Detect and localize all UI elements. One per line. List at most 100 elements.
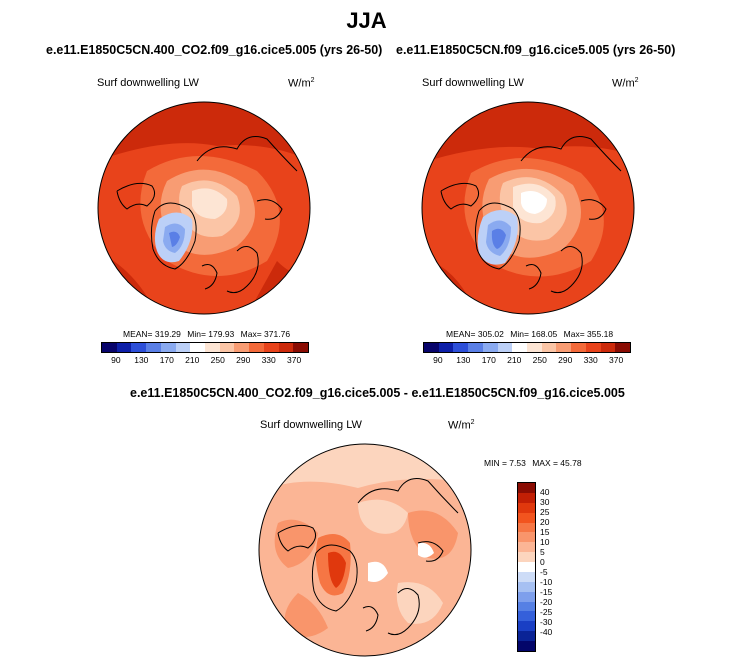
panel-1-colorbar-tick-label: 130 <box>134 355 149 365</box>
difference-colorbar <box>517 482 536 652</box>
difference-variable-label: Surf downwelling LW <box>260 419 362 431</box>
difference-colorbar-swatch <box>518 621 535 632</box>
panel-2-colorbar-tick-label: 210 <box>507 355 522 365</box>
difference-colorbar-tick-label: 30 <box>540 497 550 507</box>
difference-colorbar-swatch <box>518 502 535 513</box>
panel-1-colorbar-tick-label: 210 <box>185 355 200 365</box>
difference-colorbar-tick-label: 10 <box>540 537 550 547</box>
panel-2-colorbar-swatch <box>438 343 454 352</box>
panel-1-variable-label: Surf downwelling LW <box>97 77 199 89</box>
panel-1-colorbar <box>101 342 309 353</box>
panel-1-colorbar-swatch <box>205 343 220 352</box>
panel-1-colorbar-tick-label: 370 <box>287 355 302 365</box>
panel-1-mean: MEAN= 319.29 <box>123 329 181 339</box>
difference-colorbar-tick-label: -25 <box>540 607 553 617</box>
difference-colorbar-swatch <box>518 542 535 553</box>
panel-2-colorbar-swatch <box>497 343 513 352</box>
difference-colorbar-swatch <box>518 631 535 641</box>
difference-colorbar-tick-label: 25 <box>540 507 550 517</box>
panel-1-colorbar-tick-label: 90 <box>111 355 121 365</box>
difference-colorbar-tick-label: -30 <box>540 617 553 627</box>
panel-1-coastline <box>150 202 197 270</box>
panel-2-units-label: W/m2 <box>612 77 639 90</box>
panel-1-colorbar-tick-label: 250 <box>210 355 225 365</box>
difference-colorbar-swatch <box>518 641 535 651</box>
panel-1-units-label: W/m2 <box>288 77 315 90</box>
difference-colorbar-tick-label: 20 <box>540 517 550 527</box>
difference-colorbar-tick-label: -10 <box>540 577 553 587</box>
difference-colorbar-tick-label: 40 <box>540 487 550 497</box>
panel-2-title: e.e11.E1850C5CN.f09_g16.cice5.005 (yrs 2… <box>396 43 676 57</box>
panel-2-variable-label: Surf downwelling LW <box>422 77 524 89</box>
panel-2-min: Min= 168.05 <box>510 329 558 339</box>
difference-stats: MIN = 7.53 MAX = 45.78 <box>484 458 586 468</box>
panel-2-colorbar-swatch <box>600 343 616 352</box>
difference-colorbar-swatch <box>518 562 535 572</box>
difference-colorbar-swatch <box>518 552 535 562</box>
panel-1-stats: MEAN= 319.29 Min= 179.93 Max= 371.76 <box>123 329 294 339</box>
panel-2-stats: MEAN= 305.02 Min= 168.05 Max= 355.18 <box>446 329 617 339</box>
panel-2-colorbar-swatch <box>585 343 601 352</box>
panel-1-colorbar-swatch <box>146 343 161 352</box>
difference-colorbar-swatch <box>518 571 535 582</box>
panel-1-colorbar-tick-label: 170 <box>159 355 174 365</box>
panel-2-colorbar-swatch <box>512 343 528 352</box>
panel-1-colorbar-swatch <box>278 343 294 352</box>
panel-1-min: Min= 179.93 <box>187 329 235 339</box>
panel-1-colorbar-swatch <box>263 343 279 352</box>
difference-max: MAX = 45.78 <box>532 458 582 468</box>
difference-colorbar-swatch <box>518 492 535 503</box>
panel-2-colorbar-swatch <box>556 343 572 352</box>
difference-coastline <box>311 544 358 612</box>
panel-2-colorbar <box>423 342 631 353</box>
panel-2-colorbar-swatch <box>453 343 469 352</box>
panel-2-colorbar-tick-label: 90 <box>433 355 443 365</box>
panel-1-colorbar-swatch <box>102 343 117 352</box>
panel-2-map <box>421 101 635 315</box>
panel-2-colorbar-swatch <box>615 343 631 352</box>
difference-colorbar-swatch <box>518 532 535 543</box>
difference-colorbar-swatch <box>518 611 535 622</box>
main-title: JJA <box>346 8 387 33</box>
panel-2-colorbar-tick-label: 290 <box>558 355 573 365</box>
panel-2-colorbar-swatch <box>541 343 557 352</box>
difference-colorbar-tick-label: 5 <box>540 547 545 557</box>
difference-colorbar-swatch <box>518 591 535 602</box>
panel-1-colorbar-swatch <box>293 343 309 352</box>
panel-1-map <box>97 101 311 315</box>
panel-2-colorbar-swatch <box>527 343 542 352</box>
panel-2-colorbar-swatch <box>468 343 483 352</box>
panel-2-colorbar-tick-label: 330 <box>583 355 598 365</box>
difference-units-label: W/m2 <box>448 419 475 432</box>
difference-colorbar-tick-label: -40 <box>540 626 553 637</box>
panel-1-colorbar-ticks: 90 130 170 210 250 290 330 370 <box>101 355 309 367</box>
difference-title: e.e11.E1850C5CN.400_CO2.f09_g16.cice5.00… <box>130 386 625 400</box>
difference-colorbar-tick-label: -5 <box>540 567 548 577</box>
difference-colorbar-ticks: 40 30 25 20 15 10 5 0 -5 -10 -15 -20 -25 -30 -40 <box>540 482 570 652</box>
panel-1-colorbar-swatch <box>116 343 132 352</box>
difference-colorbar-swatch <box>518 512 535 523</box>
difference-colorbar-swatch <box>518 581 535 592</box>
panel-1-max: Max= 371.76 <box>240 329 291 339</box>
panel-2-max: Max= 355.18 <box>563 329 614 339</box>
panel-2-coastline <box>474 202 521 270</box>
difference-colorbar-tick-label: -20 <box>540 597 553 607</box>
difference-colorbar-swatch <box>518 522 535 533</box>
difference-map <box>258 443 472 657</box>
panel-1-colorbar-swatch <box>131 343 147 352</box>
panel-2-colorbar-swatch <box>482 343 498 352</box>
panel-2-colorbar-swatch <box>571 343 586 352</box>
panel-1-colorbar-swatch <box>234 343 250 352</box>
panel-2-mean: MEAN= 305.02 <box>446 329 504 339</box>
panel-1-colorbar-tick-label: 290 <box>236 355 251 365</box>
panel-2-colorbar-tick-label: 250 <box>532 355 547 365</box>
panel-1-colorbar-swatch <box>175 343 191 352</box>
panel-1-colorbar-swatch <box>190 343 206 352</box>
panel-1-colorbar-tick-label: 330 <box>261 355 276 365</box>
panel-2-colorbar-tick-label: 170 <box>481 355 496 365</box>
panel-1-title: e.e11.E1850C5CN.400_CO2.f09_g16.cice5.00… <box>46 43 383 57</box>
panel-1-colorbar-swatch <box>219 343 235 352</box>
difference-colorbar-swatch <box>518 601 535 612</box>
panel-2-colorbar-swatch <box>424 343 439 352</box>
difference-colorbar-tick-label: 15 <box>540 527 550 537</box>
